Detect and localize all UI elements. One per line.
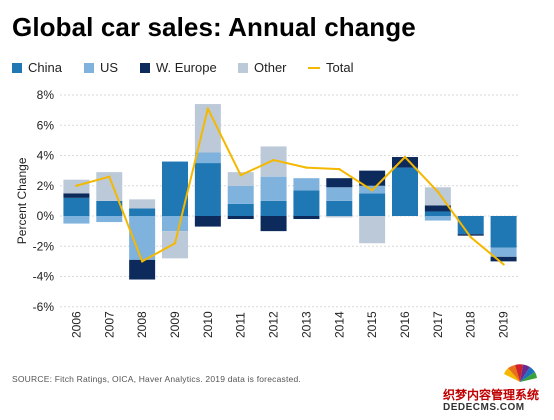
total-line bbox=[76, 107, 505, 266]
bar-w-europe-2006 bbox=[63, 193, 90, 198]
bar-us-2007 bbox=[96, 216, 123, 223]
bar-us-2013 bbox=[293, 178, 320, 191]
bar-w-europe-2018 bbox=[457, 234, 484, 236]
bar-other-2009 bbox=[162, 231, 188, 259]
legend-swatch-total bbox=[308, 66, 320, 69]
x-tick-label: 2015 bbox=[365, 311, 379, 338]
watermark-text: 织梦内容管理系统 bbox=[443, 388, 540, 402]
legend-item-china: China bbox=[12, 60, 62, 75]
total-point-2006 bbox=[75, 184, 78, 187]
bar-us-2014 bbox=[326, 187, 353, 201]
bar-w-europe-2019 bbox=[490, 256, 517, 262]
legend-item-other: Other bbox=[238, 60, 287, 75]
bar-w-europe-2010 bbox=[194, 216, 221, 227]
chart-area: 8% 6% 4% 2% 0% -2% -4% -6% Percent Change 2006 200… bbox=[15, 88, 520, 338]
total-point-2015 bbox=[370, 189, 374, 192]
bar-china-2017 bbox=[424, 211, 451, 216]
legend-label-total: Total bbox=[326, 60, 354, 75]
x-tick-label: 2016 bbox=[398, 311, 412, 338]
bar-us-2017 bbox=[424, 216, 451, 221]
y-axis-label: Percent Change bbox=[15, 157, 29, 244]
chart-title: Global car sales: Annual change bbox=[12, 12, 416, 42]
total-point-2016 bbox=[403, 155, 407, 159]
bar-us-2006 bbox=[63, 216, 90, 224]
total-point-2007 bbox=[108, 175, 111, 178]
y-tick-label: 6% bbox=[37, 118, 55, 132]
legend-item-us: US bbox=[84, 60, 118, 75]
bar-w-europe-2011 bbox=[227, 216, 254, 220]
watermark-url: DEDECMS.COM bbox=[443, 402, 525, 413]
bar-w-europe-2015 bbox=[359, 170, 386, 186]
legend-swatch-w-europe bbox=[140, 62, 150, 73]
bar-china-2019 bbox=[490, 216, 517, 248]
bar-w-europe-2016 bbox=[392, 157, 418, 168]
bar-other-2015 bbox=[359, 216, 386, 244]
bar-china-2010 bbox=[194, 163, 221, 216]
bar-china-2006 bbox=[63, 197, 90, 216]
x-tick-label: 2019 bbox=[497, 311, 511, 338]
y-tick-label: -4% bbox=[33, 270, 55, 284]
bar-us-2012 bbox=[260, 176, 287, 201]
bar-other-2014 bbox=[326, 216, 353, 218]
total-point-2017 bbox=[436, 190, 440, 193]
x-tick-label: 2017 bbox=[431, 311, 445, 338]
x-tick-label: 2009 bbox=[168, 311, 182, 338]
total-point-2019 bbox=[502, 263, 505, 266]
peacock-logo-icon bbox=[504, 364, 537, 382]
total-point-2008 bbox=[140, 260, 144, 263]
legend-label-other: Other bbox=[254, 60, 287, 75]
total-point-2010 bbox=[206, 107, 210, 110]
y-tick-label: -2% bbox=[33, 239, 55, 253]
bar-other-2011 bbox=[227, 172, 254, 186]
total-point-2012 bbox=[272, 158, 275, 162]
x-tick-label: 2011 bbox=[234, 312, 248, 338]
total-point-2014 bbox=[338, 167, 341, 171]
bar-us-2010 bbox=[194, 152, 221, 164]
total-point-2013 bbox=[305, 166, 308, 169]
y-tick-label: -6% bbox=[33, 300, 55, 314]
x-tick-label: 2006 bbox=[69, 311, 83, 338]
bar-w-europe-2013 bbox=[293, 216, 320, 220]
legend-item-w-europe: W. Europe bbox=[140, 60, 217, 75]
x-tick-label: 2007 bbox=[102, 311, 116, 338]
bar-china-2011 bbox=[227, 203, 254, 216]
legend-label-w-europe: W. Europe bbox=[156, 60, 217, 75]
y-tick-label: 0% bbox=[37, 209, 55, 223]
total-point-2018 bbox=[469, 235, 472, 239]
bar-china-2016 bbox=[392, 167, 418, 216]
legend-swatch-other bbox=[238, 62, 248, 73]
legend-swatch-china bbox=[12, 62, 22, 73]
legend-swatch-us bbox=[84, 62, 94, 73]
bar-w-europe-2008 bbox=[129, 259, 156, 280]
y-tick-label: 2% bbox=[37, 179, 55, 193]
bar-china-2007 bbox=[96, 200, 123, 216]
y-tick-label: 4% bbox=[37, 149, 55, 163]
total-point-2009 bbox=[173, 242, 177, 245]
legend-item-total: Total bbox=[308, 60, 353, 75]
x-tick-label: 2018 bbox=[464, 311, 478, 338]
x-tick-label: 2010 bbox=[201, 311, 215, 338]
bar-w-europe-2017 bbox=[424, 205, 451, 212]
bar-w-europe-2014 bbox=[326, 178, 353, 188]
total-point-2011 bbox=[239, 173, 242, 177]
bar-us-2011 bbox=[227, 185, 254, 204]
bar-china-2013 bbox=[293, 190, 320, 216]
x-tick-label: 2013 bbox=[299, 311, 313, 338]
bar-other-2008 bbox=[129, 199, 156, 209]
y-tick-label: 8% bbox=[37, 88, 55, 102]
x-tick-label: 2012 bbox=[267, 311, 281, 338]
bar-us-2009 bbox=[162, 216, 188, 232]
legend-label-us: US bbox=[100, 60, 119, 75]
legend-label-china: China bbox=[28, 60, 62, 75]
bar-china-2014 bbox=[326, 200, 353, 216]
bar-us-2019 bbox=[490, 247, 517, 257]
bar-china-2012 bbox=[260, 200, 287, 216]
bar-china-2008 bbox=[129, 208, 156, 216]
x-tick-label: 2014 bbox=[332, 311, 346, 338]
bar-w-europe-2012 bbox=[260, 216, 287, 232]
source-note: SOURCE: Fitch Ratings, OICA, Haver Analy… bbox=[12, 374, 301, 384]
x-tick-label: 2008 bbox=[135, 311, 149, 338]
bar-china-2015 bbox=[359, 193, 386, 216]
